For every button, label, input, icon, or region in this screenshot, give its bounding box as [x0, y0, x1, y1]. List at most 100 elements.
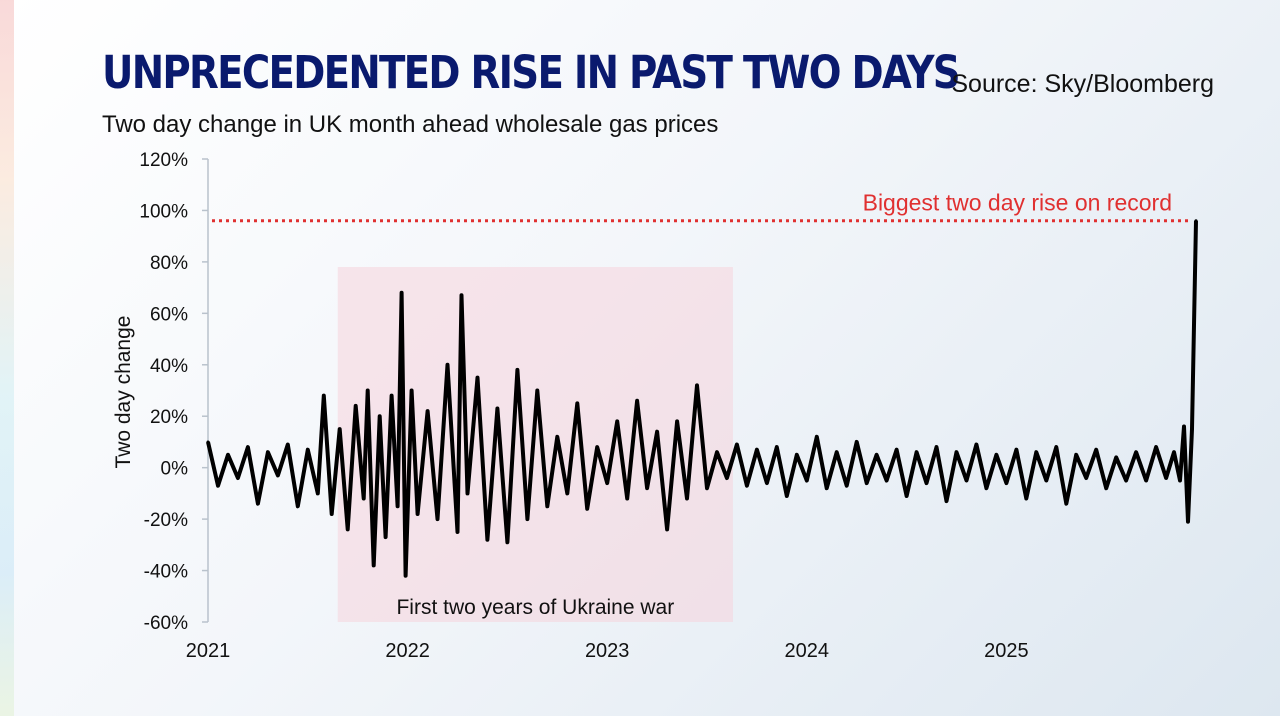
series-point	[515, 368, 519, 372]
chart-title: UNPRECEDENTED RISE IN PAST TWO DAYS	[102, 46, 961, 99]
series-point	[384, 535, 388, 539]
series-point	[1134, 450, 1138, 454]
series-point	[1074, 453, 1078, 457]
series-point	[635, 399, 639, 403]
series-point	[296, 504, 300, 508]
series-point	[615, 419, 619, 423]
series-point	[575, 401, 579, 405]
series-point	[745, 484, 749, 488]
series-point	[216, 484, 220, 488]
series-point	[905, 494, 909, 498]
series-point	[964, 479, 968, 483]
series-point	[1172, 450, 1176, 454]
series-point	[775, 445, 779, 449]
series-point	[885, 479, 889, 483]
y-tick-label: 120%	[139, 150, 188, 171]
series-point	[446, 363, 450, 367]
series-point	[585, 507, 589, 511]
series-point	[330, 512, 334, 516]
series-point	[755, 448, 759, 452]
series-point	[765, 481, 769, 485]
series-point	[715, 450, 719, 454]
series-point	[1194, 219, 1198, 223]
x-tick-label: 2021	[186, 640, 231, 662]
series-point	[865, 481, 869, 485]
series-point	[1154, 445, 1158, 449]
series-point	[1104, 486, 1108, 490]
series-point	[410, 389, 414, 392]
series-point	[1114, 455, 1118, 459]
y-tick-label: -40%	[144, 562, 188, 583]
shaded-region-label: First two years of Ukraine war	[396, 596, 674, 619]
series-point	[400, 291, 404, 295]
x-tick-label: 2025	[984, 640, 1029, 662]
series-point	[372, 563, 376, 567]
series-point	[1034, 450, 1038, 454]
series-point	[206, 440, 210, 444]
series-point	[925, 481, 929, 485]
series-point	[595, 445, 599, 449]
record-reference-label: Biggest two day rise on record	[863, 190, 1172, 216]
x-tick-label: 2023	[585, 640, 630, 662]
x-axis: 2021 2022 2023 2024 2025	[186, 640, 1029, 662]
series-point	[366, 389, 370, 392]
series-point	[984, 486, 988, 490]
series-point	[735, 443, 739, 447]
y-tick-label: 60%	[150, 304, 188, 325]
series-point	[322, 394, 326, 398]
y-tick-label: 40%	[150, 356, 188, 377]
y-tick-label: -20%	[144, 510, 188, 531]
series-point	[545, 504, 549, 508]
series-point	[362, 497, 366, 501]
series-point	[276, 473, 280, 477]
series-point	[665, 527, 669, 531]
series-point	[455, 530, 459, 534]
series-point	[1144, 479, 1148, 483]
series-point	[974, 443, 978, 447]
series-point	[1064, 502, 1068, 506]
series-point	[266, 450, 270, 454]
series-point	[396, 504, 400, 508]
series-point	[306, 448, 310, 452]
series-point	[256, 502, 260, 506]
series-point	[286, 443, 290, 447]
series-point	[1084, 476, 1088, 480]
y-tick-label: 100%	[139, 201, 188, 222]
series-point	[1182, 425, 1186, 429]
series-point	[465, 491, 469, 495]
y-tick-label: 0%	[161, 459, 189, 480]
y-tick-label: 20%	[150, 407, 188, 428]
x-tick-label: 2022	[385, 640, 430, 662]
edge-glow	[0, 0, 14, 716]
series-point	[378, 414, 382, 418]
series-point	[416, 512, 420, 516]
series-point	[1164, 476, 1168, 480]
series-point	[994, 453, 998, 457]
series-point	[785, 494, 789, 498]
series-line-two-day-change	[206, 220, 1198, 578]
y-axis: -60% -40% -20% 0% 20% 40% 60% 80% 100% 120%	[139, 150, 209, 634]
series-point	[1094, 448, 1098, 452]
series-point	[655, 430, 659, 434]
series-point	[845, 484, 849, 488]
series-point	[705, 486, 709, 490]
series-points	[206, 219, 1198, 578]
y-tick-label: 80%	[150, 253, 188, 274]
y-tick-label: -60%	[144, 613, 188, 634]
series-point	[565, 491, 569, 495]
series-point	[1124, 479, 1128, 483]
series-point	[825, 486, 829, 490]
series-point	[459, 293, 463, 297]
series-point	[875, 453, 879, 457]
series-point	[1044, 479, 1048, 483]
series-point	[338, 427, 342, 431]
series-point	[1178, 479, 1182, 483]
series-point	[436, 517, 440, 521]
series-point	[236, 476, 240, 480]
series-point	[915, 450, 919, 454]
series-point	[805, 479, 809, 483]
x-tick-label: 2024	[785, 640, 830, 662]
y-axis-label: Two day change	[112, 316, 135, 469]
series-point	[935, 445, 939, 449]
